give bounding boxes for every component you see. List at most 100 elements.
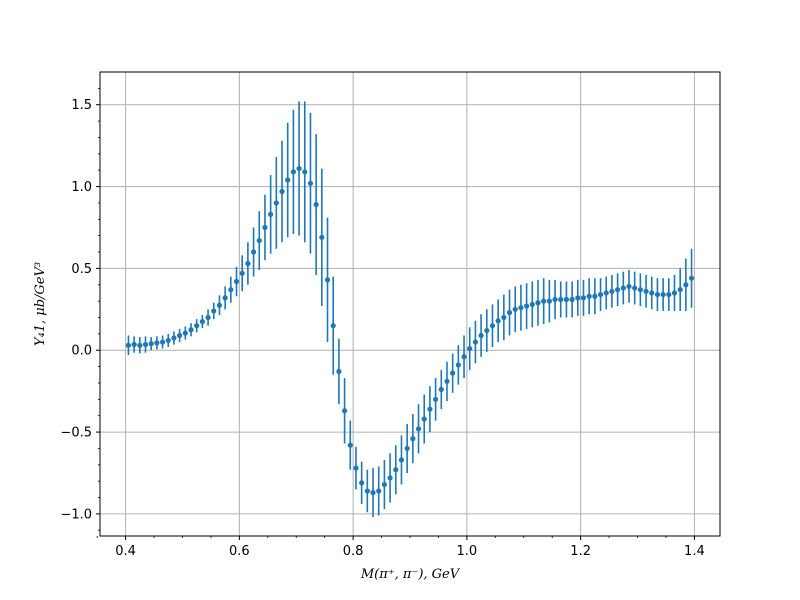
y-axis-label: Y₄1, μb/GeV³: [33, 262, 48, 346]
data-point: [205, 314, 211, 321]
data-point: [222, 295, 228, 301]
data-point: [393, 467, 399, 473]
data-point: [512, 306, 518, 312]
data-point: [256, 237, 262, 244]
data-point: [450, 370, 456, 376]
data-point: [381, 481, 388, 488]
data-point: [597, 291, 604, 298]
data-point: [489, 323, 496, 329]
data-point: [154, 340, 160, 346]
data-point: [336, 368, 342, 375]
y-tick-label: 1.5: [71, 98, 92, 113]
data-point: [444, 378, 450, 384]
data-point: [177, 332, 183, 339]
x-tick-label: 1.4: [684, 544, 705, 559]
data-point: [467, 345, 473, 352]
data-point: [165, 337, 171, 344]
data-point: [478, 332, 484, 339]
data-point: [552, 296, 558, 303]
data-point: [142, 341, 149, 348]
y-tick-label: 0.5: [71, 262, 92, 277]
data-point: [575, 295, 581, 301]
data-point: [324, 277, 331, 283]
data-point: [643, 288, 649, 294]
data-point: [455, 362, 461, 368]
data-point: [296, 165, 302, 172]
data-point: [660, 291, 666, 298]
data-point: [438, 386, 444, 393]
data-point: [216, 302, 223, 308]
data-point: [615, 287, 621, 293]
data-point: [529, 301, 535, 308]
data-point: [194, 323, 200, 329]
data-point: [535, 300, 541, 306]
data-point: [671, 290, 678, 296]
y-tick-label: −1.0: [60, 507, 92, 522]
data-point: [347, 442, 353, 448]
data-point: [228, 287, 234, 293]
data-point: [654, 291, 661, 298]
data-point: [330, 323, 336, 329]
x-axis-label: M(π⁺, π⁻), GeV: [360, 567, 461, 582]
data-point: [268, 211, 274, 217]
data-point: [199, 318, 205, 325]
data-point: [319, 234, 325, 240]
data-point: [239, 270, 245, 276]
data-point: [609, 288, 615, 294]
data-point: [353, 465, 359, 471]
data-point: [131, 341, 137, 348]
data-point: [541, 298, 547, 304]
data-point: [159, 339, 166, 345]
data-point: [279, 188, 285, 195]
data-point: [125, 342, 132, 348]
data-point: [506, 309, 513, 316]
data-point: [211, 308, 217, 314]
data-point: [546, 298, 552, 304]
data-point: [677, 287, 683, 293]
data-point: [518, 305, 524, 311]
grid-lines: [100, 72, 720, 536]
data-point: [432, 396, 439, 402]
x-tick-label: 1.0: [457, 544, 478, 559]
x-axis-ticks: 0.4 0.6 0.8 1.0 1.2 1.4: [96, 536, 705, 559]
data-point: [273, 200, 279, 206]
data-point: [137, 342, 143, 348]
data-point: [620, 285, 626, 291]
data-point: [250, 249, 257, 255]
y-tick-label: 1.0: [71, 180, 92, 195]
data-point: [632, 285, 638, 291]
data-point: [626, 283, 632, 290]
data-point: [376, 488, 382, 494]
x-tick-label: 1.2: [570, 544, 591, 559]
data-point: [586, 293, 592, 299]
data-point: [421, 416, 427, 422]
data-point: [233, 278, 240, 285]
data-point: [410, 436, 416, 442]
data-point: [370, 490, 376, 496]
data-point: [501, 314, 507, 321]
data-point: [182, 330, 188, 336]
data-point: [415, 426, 422, 432]
data-point: [148, 341, 154, 347]
data-point: [603, 290, 609, 296]
y-axis-ticks: −1.0 −0.5 0.0 0.5 1.0 1.5: [60, 87, 100, 531]
data-point: [666, 291, 672, 298]
data-point: [649, 290, 655, 296]
data-point: [563, 296, 570, 303]
x-tick-label: 0.6: [229, 544, 250, 559]
data-point: [592, 293, 598, 299]
data-point: [341, 408, 348, 414]
data-point: [359, 480, 365, 486]
data-point: [307, 180, 314, 186]
data-point: [364, 488, 370, 494]
data-points: [125, 165, 695, 496]
data-point: [569, 296, 575, 303]
data-point: [472, 339, 479, 345]
y-tick-label: 0.0: [71, 344, 92, 359]
data-point: [580, 295, 587, 301]
data-point: [262, 224, 268, 231]
data-point: [387, 475, 393, 481]
data-point: [683, 282, 689, 288]
